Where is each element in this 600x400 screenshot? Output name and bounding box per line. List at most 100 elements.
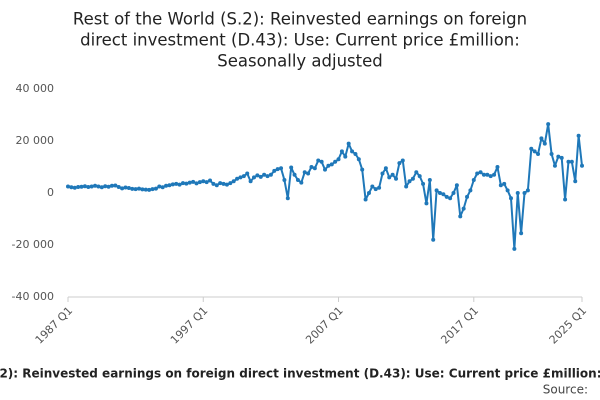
- point: [306, 171, 311, 176]
- point: [224, 182, 229, 187]
- point: [478, 170, 483, 175]
- y-tick-label: 40 000: [16, 82, 55, 95]
- point: [123, 185, 128, 190]
- footer: Rest of the World (S.2): Reinvested earn…: [0, 367, 600, 381]
- point: [546, 122, 551, 127]
- x-tick-label: 1997 Q1: [168, 304, 211, 347]
- point: [437, 191, 442, 195]
- point: [339, 149, 344, 154]
- point: [164, 183, 169, 188]
- point: [481, 172, 486, 177]
- point: [187, 180, 192, 185]
- point: [485, 172, 490, 177]
- point: [76, 185, 81, 190]
- point: [326, 163, 331, 168]
- point: [552, 163, 557, 168]
- point: [258, 174, 263, 179]
- point: [451, 191, 456, 195]
- point: [170, 182, 175, 187]
- point: [211, 181, 216, 186]
- point: [363, 197, 368, 202]
- point: [69, 185, 74, 190]
- point: [126, 186, 131, 191]
- point: [444, 194, 449, 199]
- point: [350, 149, 355, 154]
- point: [120, 186, 125, 191]
- point: [346, 141, 351, 146]
- source: Source:: [543, 383, 588, 397]
- point: [522, 191, 527, 195]
- y-tick-label: -20 000: [12, 238, 54, 251]
- point: [542, 141, 547, 146]
- point: [272, 168, 277, 173]
- point: [454, 183, 459, 188]
- point: [319, 159, 324, 164]
- point: [248, 179, 253, 184]
- chart-title: direct investment (D.43): Use: Current p…: [80, 31, 520, 50]
- point: [397, 161, 402, 166]
- point: [424, 201, 429, 206]
- point: [302, 170, 307, 175]
- point: [66, 184, 70, 189]
- chart-title: Seasonally adjusted: [217, 52, 383, 71]
- point: [235, 176, 240, 181]
- point: [180, 181, 185, 186]
- point: [458, 214, 463, 219]
- point: [373, 187, 378, 192]
- point: [380, 171, 385, 176]
- point: [109, 183, 114, 188]
- point: [133, 187, 138, 192]
- point: [569, 159, 574, 164]
- point: [343, 154, 348, 159]
- point: [201, 179, 206, 184]
- point: [204, 180, 209, 185]
- point: [177, 182, 182, 187]
- point: [410, 176, 415, 181]
- point: [268, 172, 273, 177]
- point: [525, 188, 530, 193]
- point: [309, 165, 314, 169]
- point: [218, 181, 223, 186]
- point: [573, 179, 578, 184]
- point: [323, 167, 327, 172]
- point: [255, 173, 260, 178]
- point: [360, 167, 365, 172]
- point: [130, 186, 135, 191]
- point: [471, 178, 476, 182]
- x-tick-label: 2007 Q1: [303, 304, 346, 347]
- point: [431, 237, 436, 242]
- y-tick-label: 20 000: [16, 134, 55, 147]
- x-tick-label: 1987 Q1: [33, 304, 76, 347]
- point: [404, 184, 409, 189]
- point: [86, 185, 91, 190]
- point: [137, 186, 142, 191]
- point: [103, 184, 108, 189]
- point: [441, 192, 446, 197]
- chart-title: Rest of the World (S.2): Reinvested earn…: [73, 10, 527, 29]
- point: [96, 184, 101, 189]
- point: [559, 155, 564, 160]
- point: [79, 184, 84, 189]
- point: [333, 159, 338, 164]
- point: [245, 171, 250, 176]
- point: [113, 183, 118, 188]
- point: [194, 181, 199, 186]
- point: [434, 188, 439, 193]
- point: [238, 175, 243, 180]
- point: [279, 166, 284, 171]
- point: [93, 183, 98, 188]
- point: [72, 185, 77, 190]
- point: [468, 188, 473, 193]
- point: [316, 158, 321, 163]
- point: [495, 165, 500, 169]
- point: [566, 159, 571, 164]
- point: [356, 157, 361, 162]
- x-tick-label: 2017 Q1: [438, 304, 481, 347]
- point: [167, 183, 172, 188]
- point: [448, 196, 453, 201]
- point: [106, 184, 111, 189]
- point: [231, 179, 236, 184]
- point: [394, 176, 399, 181]
- point: [370, 184, 375, 189]
- y-tick-label: 0: [47, 186, 54, 199]
